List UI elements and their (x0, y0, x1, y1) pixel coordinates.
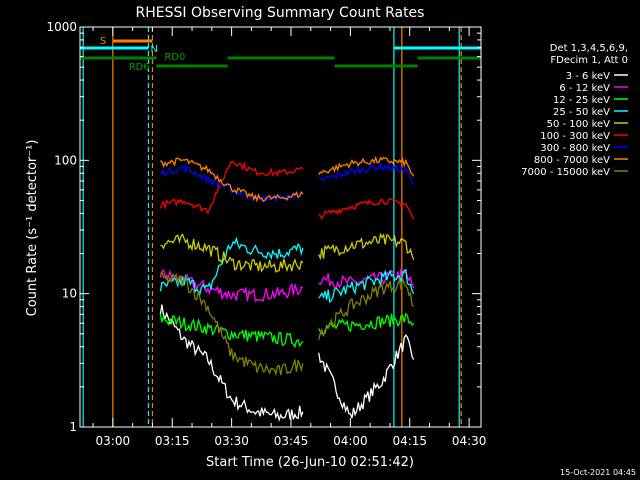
series-line (318, 278, 415, 341)
y-tick-label: 1 (69, 420, 77, 434)
series-line (159, 236, 304, 296)
legend-entry-label: 3 - 6 keV (566, 71, 610, 82)
x-axis-label: Start Time (26-Jun-10 02:51:42) (206, 455, 414, 470)
y-tick-label: 100 (54, 153, 77, 167)
series-line (159, 270, 304, 377)
x-tick-label: 03:15 (155, 434, 190, 448)
legend-entry-label: 12 - 25 keV (553, 95, 610, 106)
legend-entry-label: 50 - 100 keV (547, 119, 611, 130)
chart-title: RHESSI Observing Summary Count Rates (136, 5, 425, 21)
series-line (160, 157, 304, 203)
plot-frame (79, 26, 482, 428)
legend-entry-label: 7000 - 15000 keV (521, 167, 610, 178)
legend-header: Det 1,3,4,5,6,9, (550, 43, 628, 54)
series-line (318, 333, 415, 419)
series-line (159, 163, 304, 203)
series-line (318, 155, 415, 177)
series-line (159, 313, 304, 349)
x-tick-label: 03:30 (214, 434, 249, 448)
series-line (318, 161, 415, 185)
series-line (318, 268, 415, 289)
y-tick-label: 1000 (46, 20, 77, 34)
x-tick-label: 03:00 (96, 434, 131, 448)
y-axis-label: Count Rate (s⁻¹ detector⁻¹) (25, 140, 40, 317)
x-tick-label: 04:15 (392, 434, 427, 448)
annotation-label: RD6 (129, 62, 150, 73)
legend-header: FDecim 1, Att 0 (550, 55, 628, 66)
timestamp: 15-Oct-2021 04:45 (560, 468, 636, 477)
legend-entry-label: 25 - 50 keV (553, 107, 610, 118)
legend: Det 1,3,4,5,6,9,FDecim 1, Att 0 3 - 6 keV… (521, 43, 628, 178)
axes: 1 10 100 1000 03:00 03:15 03:30 03:45 04:00 04:15… (46, 20, 486, 448)
x-tick-label: 03:45 (274, 434, 309, 448)
legend-entry-label: 100 - 300 keV (540, 131, 610, 142)
series-line (318, 197, 415, 221)
plot-area: S N RD0 RD6 (80, 27, 481, 427)
series-line (159, 304, 304, 423)
x-tick-label: 04:30 (452, 434, 487, 448)
legend-entry-label: 300 - 800 keV (540, 143, 610, 154)
series-line (318, 232, 415, 261)
series-line (160, 233, 304, 273)
annotation-label: RD0 (164, 52, 185, 63)
legend-entry-label: 800 - 7000 keV (534, 155, 610, 166)
annotation-label: N (150, 44, 157, 55)
annotation-label: S (100, 36, 106, 47)
x-tick-label: 04:00 (333, 434, 368, 448)
legend-entry-label: 6 - 12 keV (559, 83, 610, 94)
y-tick-label: 10 (62, 287, 77, 301)
series-line (159, 160, 304, 215)
series-line (318, 268, 415, 304)
